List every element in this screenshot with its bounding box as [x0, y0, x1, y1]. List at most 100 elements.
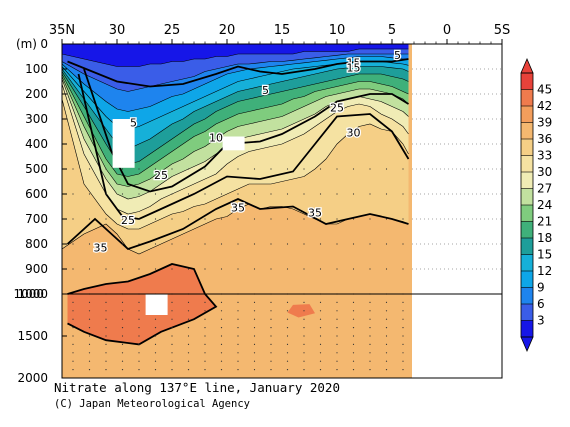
sample-dot: [121, 335, 124, 337]
colorbar-swatch: [521, 122, 533, 140]
sample-dot: [72, 268, 74, 270]
sample-dot: [303, 360, 305, 362]
sample-dot: [319, 193, 322, 195]
sample-dot: [286, 168, 289, 170]
x-tick-label: 35N: [49, 23, 75, 38]
sample-dot: [171, 360, 173, 362]
sample-dot: [270, 193, 272, 195]
sample-dot: [385, 360, 388, 362]
contour-value-label: 5: [130, 117, 137, 130]
colorbar-swatch: [521, 320, 533, 338]
colorbar-label: 6: [537, 297, 545, 311]
sample-dot: [121, 369, 124, 371]
sample-dot: [138, 218, 140, 220]
sample-dot: [171, 335, 173, 337]
contour-line-4: [62, 76, 409, 187]
x-tick-label: 5: [388, 23, 396, 38]
sample-dot: [237, 327, 239, 329]
y-tick-label: 1000: [13, 287, 44, 301]
sample-dot: [237, 243, 239, 245]
sample-dot: [187, 318, 190, 320]
sample-dot: [303, 243, 305, 245]
sample-dot: [253, 301, 256, 303]
sample-dot: [402, 343, 404, 345]
colorbar-swatch: [521, 221, 533, 239]
sample-dot: [303, 318, 305, 320]
chart-axis-layer: 35N 30 25 20 15 10 5 0 5S(m) 01002003004005006007…: [13, 23, 510, 385]
sample-dot: [319, 360, 322, 362]
sample-dot: [402, 360, 404, 362]
deep-core-2: [287, 304, 315, 318]
x-tick-label: 20: [219, 23, 236, 38]
sample-dot: [369, 243, 371, 245]
sample-dot: [385, 310, 388, 312]
sample-dot: [138, 343, 140, 345]
sample-dot: [319, 218, 322, 220]
sample-dot: [187, 168, 190, 170]
y-tick-label: 300: [25, 112, 48, 126]
sample-dot: [385, 193, 388, 195]
colorbar-label: 21: [537, 215, 552, 229]
sample-dot: [352, 318, 355, 320]
contour-line-7: [62, 66, 409, 150]
sample-dot: [253, 243, 256, 245]
sample-dot: [121, 310, 124, 312]
sample-dot: [187, 343, 190, 345]
sample-dot: [352, 268, 355, 270]
sample-dot: [154, 369, 157, 371]
sample-dot: [319, 327, 322, 329]
sample-dot: [319, 369, 322, 371]
sample-dot: [204, 369, 206, 371]
sample-dot: [253, 352, 256, 354]
sample-dot: [220, 168, 223, 170]
x-tick-label: 30: [109, 23, 126, 38]
sample-dot: [270, 243, 272, 245]
sample-dot: [138, 193, 140, 195]
sample-dot: [105, 310, 107, 312]
sample-dot: [237, 335, 239, 337]
sample-dot: [385, 343, 388, 345]
sample-dot: [319, 301, 322, 303]
sample-dot: [319, 168, 322, 170]
sample-dot: [154, 352, 157, 354]
colorbar-swatch: [521, 287, 533, 305]
sample-dot: [220, 301, 223, 303]
sample-dot: [402, 218, 404, 220]
sample-dot: [121, 193, 124, 195]
sample-dot: [237, 193, 239, 195]
sample-dot: [286, 318, 289, 320]
sample-dot: [220, 335, 223, 337]
sample-dot: [204, 360, 206, 362]
sample-dot: [352, 369, 355, 371]
colorbar-swatch: [521, 205, 533, 222]
sample-dot: [138, 318, 140, 320]
sample-dot: [187, 193, 190, 195]
sample-dot: [270, 268, 272, 270]
y-tick-label: 800: [25, 237, 48, 251]
sample-dot: [121, 318, 124, 320]
sample-dot: [352, 168, 355, 170]
sample-dot: [319, 352, 322, 354]
sample-dot: [72, 301, 74, 303]
sample-dot: [352, 360, 355, 362]
sample-dot: [270, 301, 272, 303]
sample-dot: [105, 243, 107, 245]
sample-dot: [369, 193, 371, 195]
sample-dot: [253, 318, 256, 320]
sample-dot: [270, 318, 272, 320]
sample-dot: [237, 310, 239, 312]
sample-dot: [336, 327, 338, 329]
missing-data-2: [145, 294, 168, 315]
sample-dot: [303, 310, 305, 312]
y-axis-label: (m): [16, 37, 37, 51]
sample-dot: [138, 168, 140, 170]
sample-dot: [336, 243, 338, 245]
sample-dot: [286, 335, 289, 337]
sample-dot: [105, 335, 107, 337]
contour-value-label: 5: [394, 49, 401, 62]
sample-dot: [154, 218, 157, 220]
x-tick-label: 15: [274, 23, 291, 38]
colorbar-swatch: [521, 89, 533, 107]
sample-dot: [352, 343, 355, 345]
